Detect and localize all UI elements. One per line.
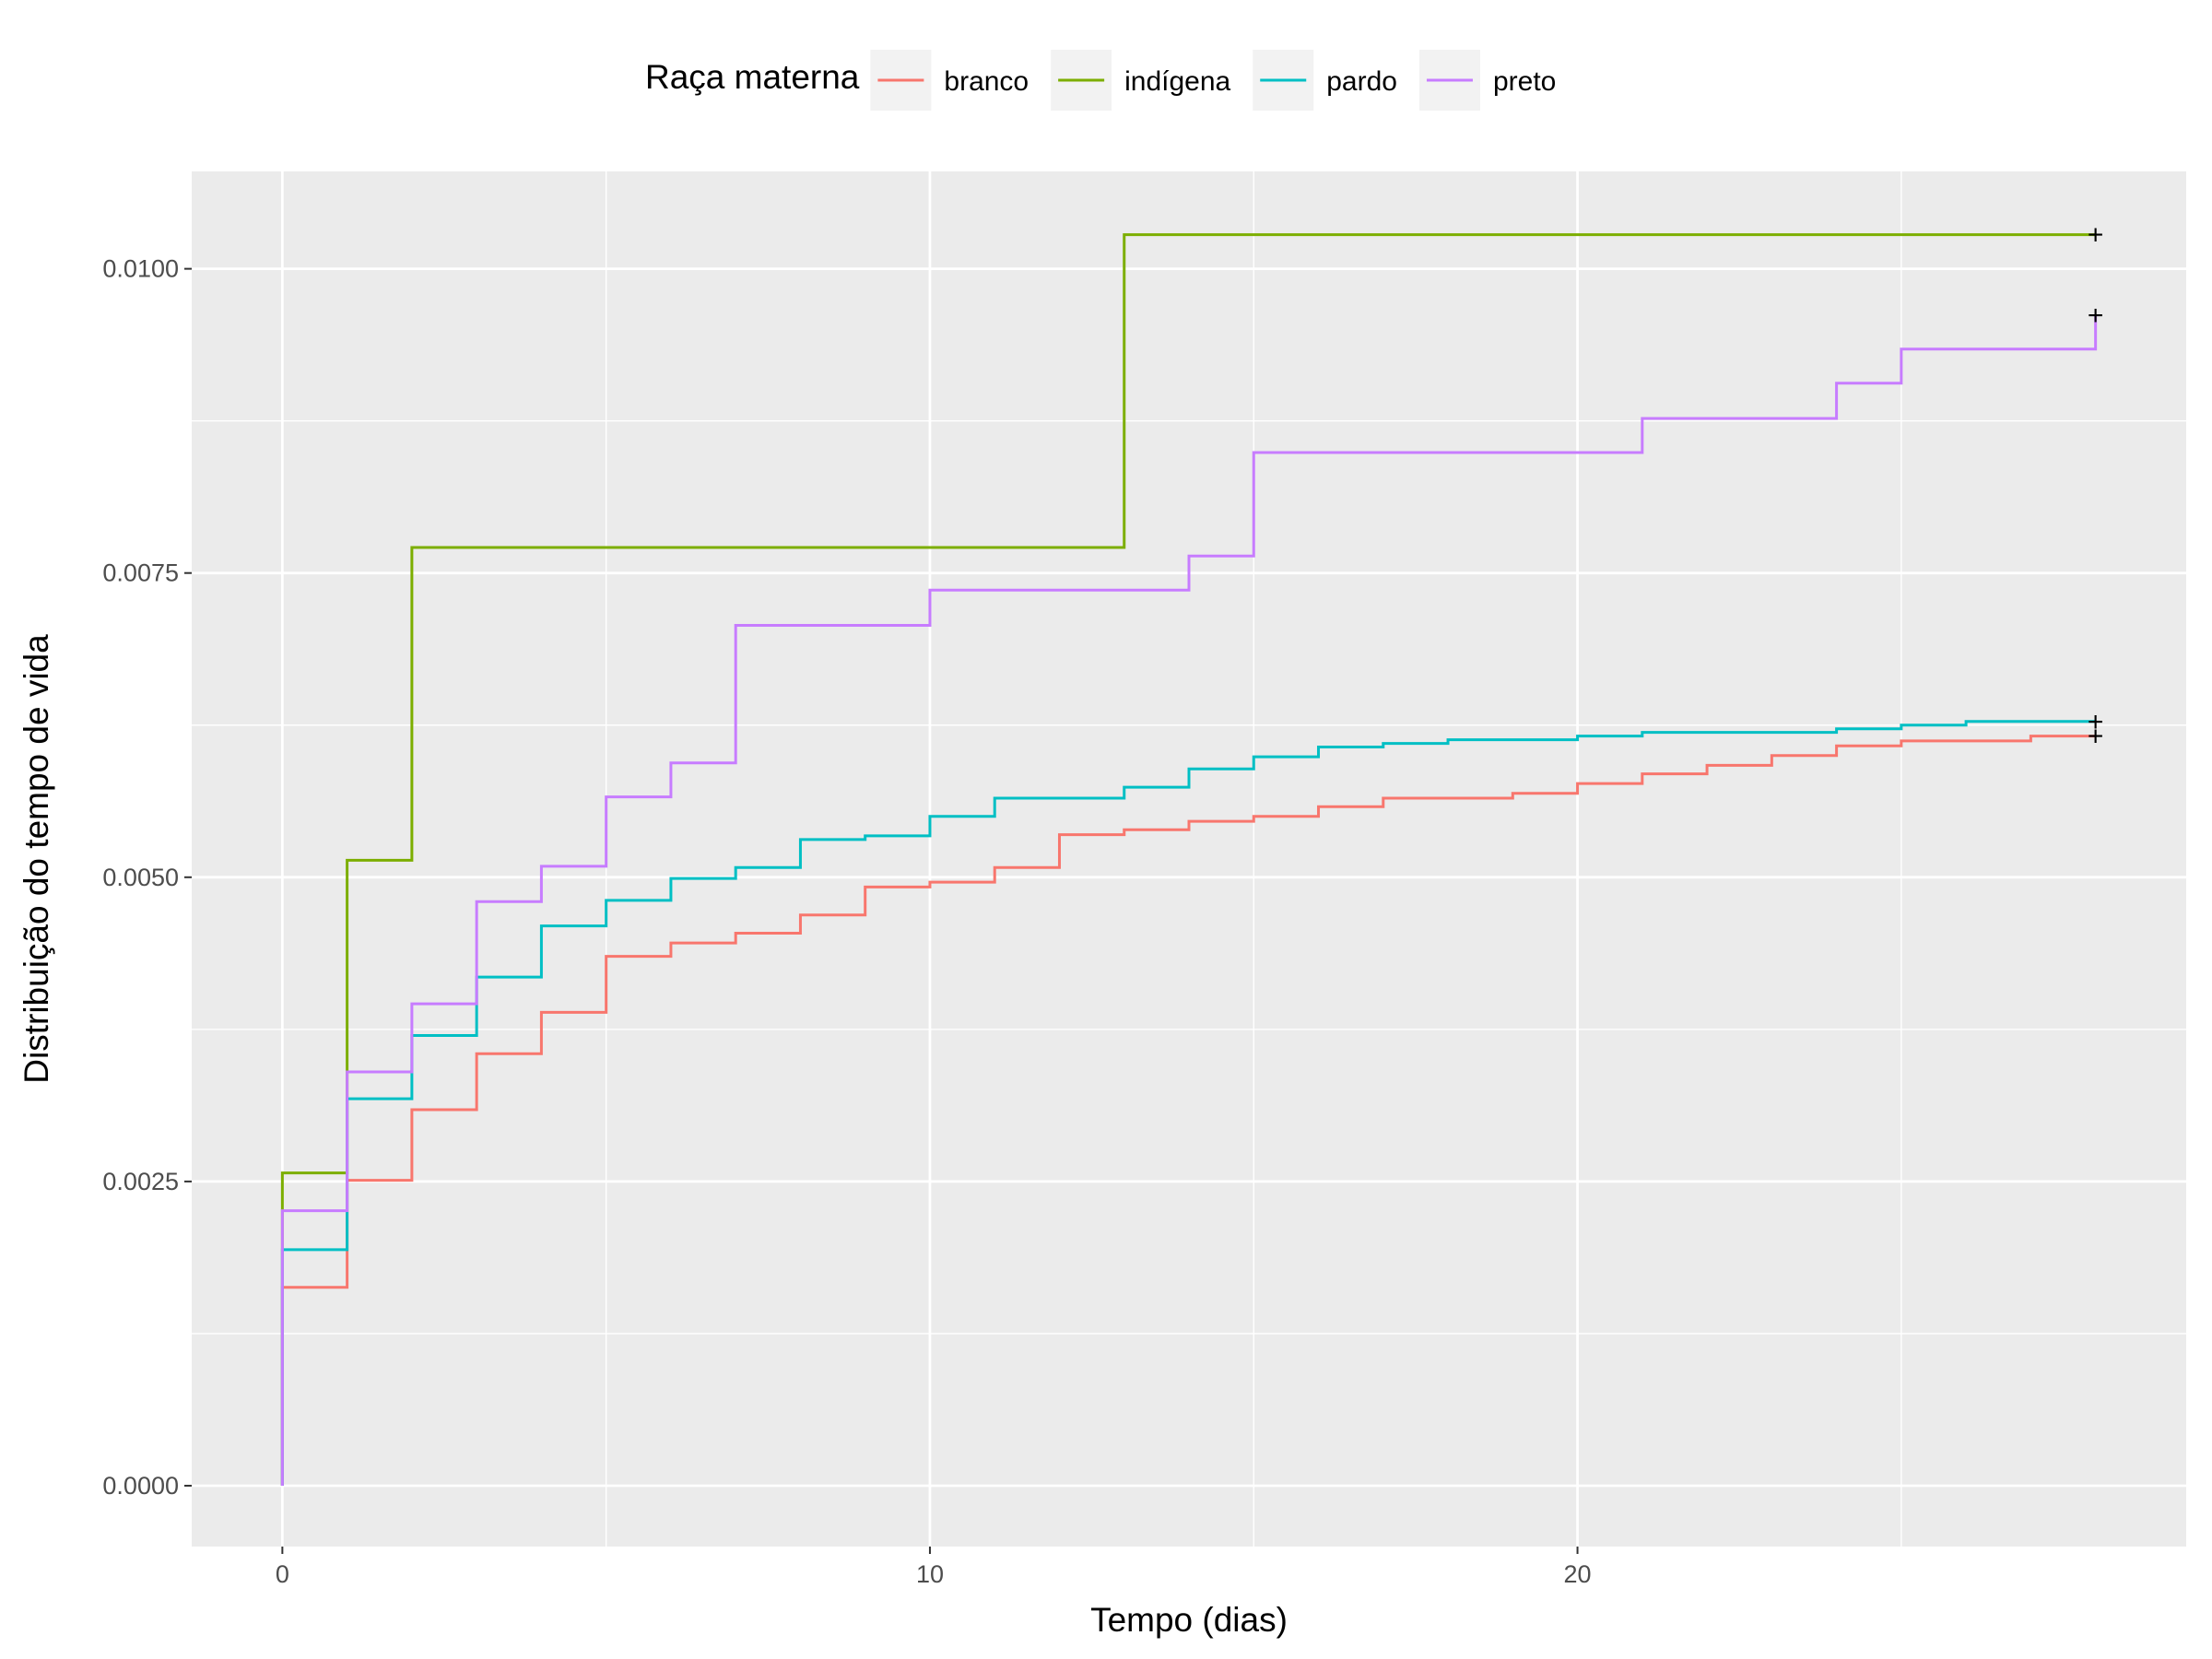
censor-mark-indígena: + [2088,220,2104,251]
series-line-indígena [280,233,2096,1486]
censor-mark-preto: + [2088,300,2104,331]
legend-item-indígena: indígena [1051,50,1231,111]
minor-gridlines [192,171,2186,1547]
y-tick-label: 0.0025 [102,1168,179,1195]
y-tick-label: 0.0000 [102,1472,179,1500]
y-axis: 0.0000 0.0025 0.0050 0.0075 0.0100 [102,255,192,1500]
legend: Raça materna branco indígena pardo preto [645,50,1556,111]
y-tick-label: 0.0075 [102,559,179,587]
series-layer [280,233,2098,1486]
legend-title: Raça materna [645,58,860,96]
x-axis-title: Tempo (dias) [1090,1601,1288,1639]
y-tick-label: 0.0100 [102,255,179,283]
x-tick-label: 10 [916,1560,944,1588]
series-line-pardo [280,720,2096,1486]
y-tick-label: 0.0050 [102,864,179,891]
series-line-branco [280,735,2096,1486]
legend-label-pardo: pardo [1326,66,1397,97]
plot-panel [192,171,2186,1547]
x-tick-label: 20 [1564,1560,1592,1588]
legend-label-indígena: indígena [1124,66,1230,97]
censor-marks: ++++ [2088,220,2104,752]
censor-mark-pardo: + [2088,707,2104,737]
legend-item-branco: branco [870,50,1029,111]
legend-item-pardo: pardo [1253,50,1397,111]
censor-mark-branco: + [2088,722,2104,752]
legend-label-preto: preto [1493,66,1556,97]
x-tick-label: 0 [276,1560,289,1588]
series-line-preto [280,314,2098,1486]
legend-item-preto: preto [1418,50,1556,111]
y-axis-title: Distribuição do tempo de vida [18,634,55,1084]
x-axis: 0 10 20 [276,1547,1592,1588]
legend-label-branco: branco [944,66,1029,97]
